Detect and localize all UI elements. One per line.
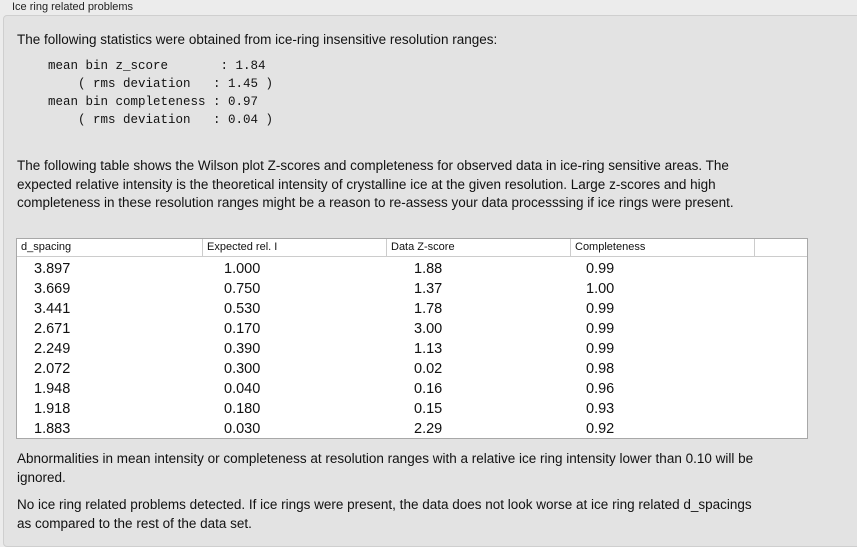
table-cell: 3.00 bbox=[414, 321, 443, 337]
table-cell: 0.040 bbox=[224, 381, 261, 397]
table-cell: 0.93 bbox=[586, 401, 615, 417]
table-cell: 3.441 bbox=[34, 301, 71, 317]
table-cell: 1.00 bbox=[586, 281, 615, 297]
table-cell: 0.530 bbox=[224, 301, 261, 317]
table-cell: 0.99 bbox=[586, 321, 615, 337]
table-row[interactable]: 1.948 0.040 0.16 0.96 bbox=[17, 379, 807, 399]
table-row[interactable]: 2.249 0.390 1.13 0.99 bbox=[17, 339, 807, 359]
group-title: Ice ring related problems bbox=[12, 1, 134, 13]
stats-block: mean bin z_score : 1.84 ( rms deviation … bbox=[48, 59, 274, 127]
table-cell: 3.669 bbox=[34, 281, 71, 297]
table-cell: 1.000 bbox=[224, 261, 261, 277]
table-cell: 0.99 bbox=[586, 301, 615, 317]
table-cell: 0.98 bbox=[586, 361, 615, 377]
table-cell: 0.390 bbox=[224, 341, 261, 357]
table-cell: 1.88 bbox=[414, 261, 443, 277]
column-header[interactable]: Completeness bbox=[571, 239, 755, 256]
table-cell: 2.072 bbox=[34, 361, 71, 377]
table-cell: 0.300 bbox=[224, 361, 261, 377]
table-cell: 0.02 bbox=[414, 361, 443, 377]
table-cell: 0.99 bbox=[586, 341, 615, 357]
table-row[interactable]: 3.669 0.750 1.37 1.00 bbox=[17, 279, 807, 299]
table-row[interactable]: 3.441 0.530 1.78 0.99 bbox=[17, 299, 807, 319]
table-row[interactable]: 2.072 0.300 0.02 0.98 bbox=[17, 359, 807, 379]
table-intro-text: The following table shows the Wilson plo… bbox=[17, 158, 734, 210]
note-threshold: Abnormalities in mean intensity or compl… bbox=[17, 451, 754, 485]
table-cell: 0.99 bbox=[586, 261, 615, 277]
table-row[interactable]: 1.918 0.180 0.15 0.93 bbox=[17, 399, 807, 419]
table-cell: 0.180 bbox=[224, 401, 261, 417]
intro-text: The following statistics were obtained f… bbox=[17, 32, 498, 47]
table-cell: 0.170 bbox=[224, 321, 261, 337]
table-cell: 2.29 bbox=[414, 421, 443, 437]
table-cell: 3.897 bbox=[34, 261, 71, 277]
table-cell: 1.948 bbox=[34, 381, 71, 397]
table-cell: 0.030 bbox=[224, 421, 261, 437]
table-cell: 1.883 bbox=[34, 421, 71, 437]
table-row[interactable]: 3.897 1.000 1.88 0.99 bbox=[17, 259, 807, 279]
column-header[interactable]: d_spacing bbox=[17, 239, 203, 256]
table-cell: 1.78 bbox=[414, 301, 443, 317]
table-header: d_spacing Expected rel. I Data Z-score Comp… bbox=[17, 239, 807, 257]
table-cell: 0.92 bbox=[586, 421, 615, 437]
table-cell: 0.16 bbox=[414, 381, 443, 397]
table-row[interactable]: 1.883 0.030 2.29 0.92 bbox=[17, 419, 807, 439]
column-header[interactable]: Data Z-score bbox=[387, 239, 571, 256]
table-cell: 1.37 bbox=[414, 281, 443, 297]
table-cell: 0.15 bbox=[414, 401, 443, 417]
table-cell: 2.249 bbox=[34, 341, 71, 357]
table-cell: 1.918 bbox=[34, 401, 71, 417]
table-cell: 2.671 bbox=[34, 321, 71, 337]
table-cell: 1.13 bbox=[414, 341, 443, 357]
table-cell: 0.96 bbox=[586, 381, 615, 397]
note-result: No ice ring related problems detected. I… bbox=[17, 497, 752, 531]
table-row[interactable]: 2.671 0.170 3.00 0.99 bbox=[17, 319, 807, 339]
table-cell: 0.750 bbox=[224, 281, 261, 297]
column-header[interactable]: Expected rel. I bbox=[203, 239, 387, 256]
ice-ring-table[interactable]: d_spacing Expected rel. I Data Z-score Comp… bbox=[16, 238, 808, 439]
